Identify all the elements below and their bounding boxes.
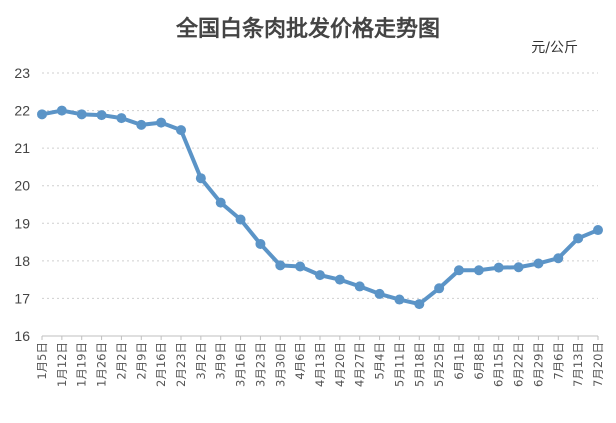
data-point (434, 283, 445, 294)
data-point (553, 253, 564, 264)
data-point (493, 262, 504, 273)
data-point (116, 113, 127, 124)
x-tick-label: 2月9日 (134, 342, 148, 380)
x-tick-label: 2月16日 (154, 342, 168, 387)
x-tick-label: 7月6日 (551, 342, 565, 380)
x-axis-ticks: 1月5日 1月12日 1月19日 1月26日 2月2日 2月9日 2月16日 2月23日 3月2… (35, 336, 605, 387)
data-point (513, 262, 524, 273)
data-point (176, 125, 186, 136)
data-point (215, 197, 226, 208)
data-point (96, 110, 107, 121)
x-tick-label: 3月30日 (273, 342, 287, 387)
y-tick-label: 16 (14, 328, 30, 344)
x-tick-label: 4月13日 (313, 342, 327, 387)
gridlines (42, 72, 598, 337)
x-tick-label: 3月9日 (214, 342, 228, 380)
x-tick-label: 7月13日 (571, 342, 585, 387)
x-tick-label: 4月27日 (353, 342, 367, 387)
data-point (76, 109, 87, 120)
x-tick-label: 1月19日 (75, 342, 89, 387)
data-point (374, 288, 385, 299)
data-point (573, 233, 584, 244)
data-point (394, 294, 405, 305)
x-tick-label: 1月5日 (35, 342, 49, 380)
x-tick-label: 1月12日 (55, 342, 69, 387)
x-tick-label: 4月6日 (293, 342, 307, 380)
data-point (334, 274, 345, 285)
x-tick-label: 6月15日 (492, 342, 506, 387)
x-tick-label: 4月20日 (333, 342, 347, 387)
unit-label: 元/公斤 (531, 40, 578, 56)
x-tick-label: 7月20日 (591, 342, 605, 387)
y-tick-label: 23 (14, 65, 30, 81)
y-tick-label: 22 (14, 103, 30, 119)
data-point (473, 265, 484, 276)
x-tick-label: 6月8日 (472, 342, 486, 380)
data-point (315, 270, 325, 281)
data-point (235, 214, 246, 225)
x-tick-label: 5月4日 (373, 342, 387, 380)
x-tick-label: 5月25日 (432, 342, 446, 387)
x-tick-label: 1月26日 (95, 342, 109, 387)
y-tick-label: 19 (14, 215, 30, 231)
y-tick-label: 20 (14, 178, 30, 194)
x-tick-label: 3月2日 (194, 342, 208, 380)
data-point (255, 238, 266, 249)
x-tick-label: 3月23日 (253, 342, 267, 387)
data-point (136, 119, 147, 130)
x-tick-label: 6月1日 (452, 342, 466, 380)
data-point (414, 299, 425, 310)
watermark-text: 猪宝宝网 (530, 401, 582, 416)
x-tick-label: 2月2日 (114, 342, 128, 380)
data-point (454, 265, 464, 276)
data-point (295, 261, 306, 272)
data-point (37, 109, 47, 120)
y-axis-ticks: 16 17 18 19 20 21 22 23 (14, 65, 30, 344)
data-point (593, 225, 603, 236)
y-tick-label: 21 (14, 140, 30, 156)
data-point (533, 258, 544, 269)
x-tick-label: 6月29日 (531, 342, 545, 387)
data-point (275, 260, 286, 271)
x-tick-label: 3月16日 (234, 342, 248, 387)
chart-title: 全国白条肉批发价格走势图 (175, 16, 440, 42)
data-point (354, 281, 365, 292)
y-tick-label: 17 (14, 290, 30, 306)
x-tick-label: 2月23日 (174, 342, 188, 387)
y-tick-label: 18 (14, 253, 30, 269)
price-series (37, 105, 603, 310)
data-point (56, 105, 67, 116)
data-point (156, 117, 167, 128)
x-tick-label: 5月11日 (392, 342, 406, 387)
x-tick-label: 5月18日 (412, 342, 426, 387)
x-tick-label: 6月22日 (512, 342, 526, 387)
data-point (195, 173, 206, 184)
